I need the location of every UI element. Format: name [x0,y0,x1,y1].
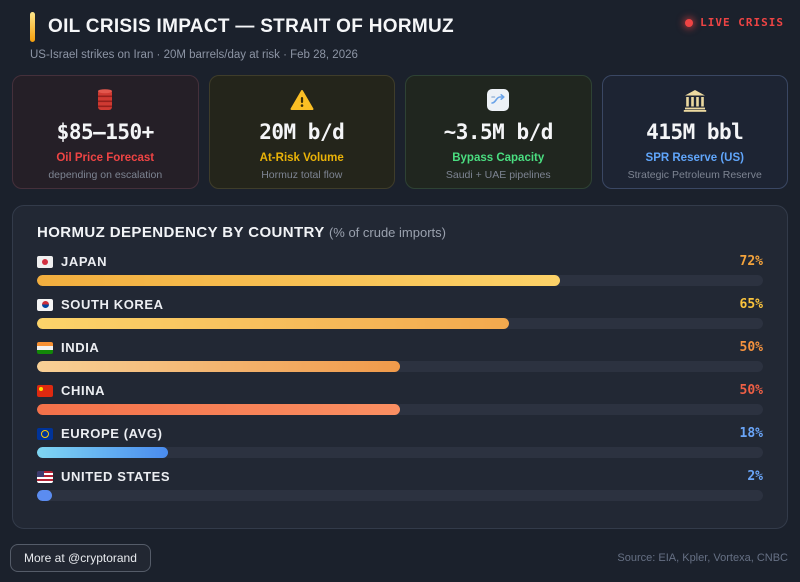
percent-label: 50% [739,383,763,398]
stat-sublabel: Hormuz total flow [261,169,343,181]
europe-flag-icon [37,427,53,440]
chart-title-sub: (% of crude imports) [328,225,446,240]
live-dot-icon [685,18,694,27]
percent-label: 65% [739,297,763,312]
stat-value: $85—150+ [56,120,155,144]
page-title: OIL CRISIS IMPACT — STRAIT OF HORMUZ [48,16,454,37]
chart-row-china: CHINA 50% [37,382,763,415]
bar-track [37,404,763,415]
bar-track [37,490,763,501]
china-flag-icon [37,384,53,397]
stat-card-bypass-capacity: ~3.5M b/d Bypass Capacity Saudi + UAE pi… [405,75,592,189]
stat-card-spr-reserve: 415M bbl SPR Reserve (US) Strategic Petr… [601,75,788,189]
bar-track [37,447,763,458]
dependency-chart-panel: HORMUZ DEPENDENCY BY COUNTRY (% of crude… [12,205,788,529]
chart-row-india: INDIA 50% [37,339,763,372]
chart-title-main: HORMUZ DEPENDENCY BY COUNTRY [37,224,325,241]
bar-fill [37,275,560,286]
source-attribution: Source: EIA, Kpler, Vortexa, CNBC [617,552,788,564]
bypass-route-icon [406,87,591,113]
bar-track [37,275,763,286]
chart-row-south-korea: SOUTH KOREA 65% [37,296,763,329]
stat-label: At-Risk Volume [259,152,344,164]
bar-fill [37,361,400,372]
chart-row-japan: JAPAN 72% [37,253,763,286]
bank-icon [603,87,788,113]
stat-sublabel: Saudi + UAE pipelines [445,169,551,181]
bar-chart: JAPAN 72% SOUTH KOREA 65% [37,253,763,501]
country-label: INDIA [61,340,100,355]
stat-card-at-risk-volume: 20M b/d At-Risk Volume Hormuz total flow [208,75,395,189]
stat-sublabel: Strategic Petroleum Reserve [627,169,762,181]
country-label: UNITED STATES [61,469,171,484]
country-label: CHINA [61,383,106,398]
japan-flag-icon [37,255,53,268]
page-subtitle: US-Israel strikes on Iran · 20M barrels/… [30,49,358,61]
country-label: EUROPE (AVG) [61,426,163,441]
live-badge-label: LIVE CRISIS [700,16,784,29]
live-crisis-badge: LIVE CRISIS [685,16,784,29]
bar-track [37,318,763,329]
bar-fill [37,490,52,501]
stat-sublabel: depending on escalation [48,169,163,181]
footer: More at @cryptorand Source: EIA, Kpler, … [10,544,788,572]
country-label: SOUTH KOREA [61,297,164,312]
chart-row-united-states: UNITED STATES 2% [37,468,763,501]
warning-triangle-icon [210,87,395,113]
more-at-cryptorand-button[interactable]: More at @cryptorand [10,544,151,572]
stat-card-oil-price: $85—150+ Oil Price Forecast depending on… [12,75,199,189]
bar-fill [37,447,168,458]
header: OIL CRISIS IMPACT — STRAIT OF HORMUZ LIV… [0,0,800,61]
stat-value: ~3.5M b/d [443,120,554,144]
percent-label: 72% [739,254,763,269]
united-states-flag-icon [37,470,53,483]
chart-row-europe: EUROPE (AVG) 18% [37,425,763,458]
stat-label: Bypass Capacity [452,152,545,164]
country-label: JAPAN [61,254,108,269]
stat-cards: $85—150+ Oil Price Forecast depending on… [12,75,788,189]
percent-label: 50% [739,340,763,355]
bar-fill [37,404,400,415]
title-accent-bar [30,12,35,42]
stat-label: SPR Reserve (US) [645,152,744,164]
chart-title: HORMUZ DEPENDENCY BY COUNTRY (% of crude… [37,224,763,241]
stat-value: 415M bbl [646,120,744,144]
stat-value: 20M b/d [259,120,345,144]
bar-fill [37,318,509,329]
percent-label: 2% [747,469,763,484]
percent-label: 18% [739,426,763,441]
stat-label: Oil Price Forecast [56,152,155,164]
south-korea-flag-icon [37,298,53,311]
oil-barrel-icon [13,87,198,113]
india-flag-icon [37,341,53,354]
bar-track [37,361,763,372]
